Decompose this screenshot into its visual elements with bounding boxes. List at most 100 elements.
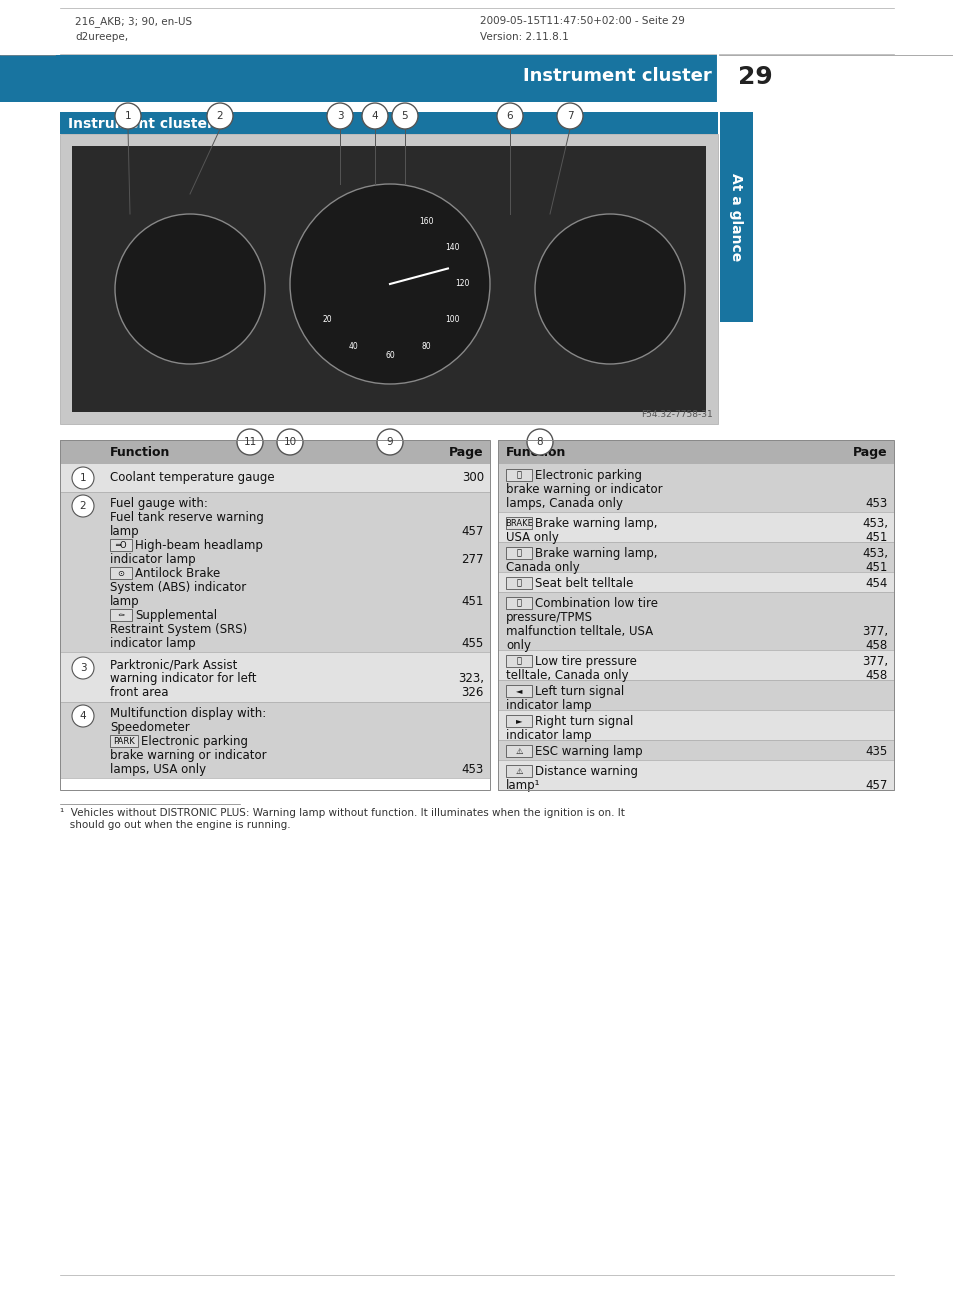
Bar <box>60 703 490 778</box>
Text: ⚠: ⚠ <box>515 747 522 756</box>
Bar <box>60 135 718 424</box>
Bar <box>60 465 490 492</box>
Text: Right turn signal: Right turn signal <box>535 716 633 729</box>
Text: brake warning or indicator: brake warning or indicator <box>110 749 266 762</box>
Text: 300: 300 <box>461 471 483 484</box>
Text: Brake warning lamp,: Brake warning lamp, <box>535 547 657 560</box>
Circle shape <box>236 430 263 455</box>
Text: Page: Page <box>449 446 483 459</box>
Text: Left turn signal: Left turn signal <box>535 685 623 697</box>
Text: indicator lamp: indicator lamp <box>505 699 591 712</box>
Text: Function: Function <box>110 446 171 459</box>
Circle shape <box>207 104 233 129</box>
Text: Coolant temperature gauge: Coolant temperature gauge <box>110 471 274 484</box>
Circle shape <box>71 705 94 727</box>
Text: 451: 451 <box>461 595 483 608</box>
Bar <box>60 652 490 703</box>
Text: 451: 451 <box>864 531 887 543</box>
Text: Fuel tank reserve warning: Fuel tank reserve warning <box>110 511 264 524</box>
Bar <box>505 597 532 609</box>
Bar <box>110 609 132 621</box>
Text: ๛: ๛ <box>516 599 521 607</box>
Text: indicator lamp: indicator lamp <box>110 553 195 565</box>
Text: Parktronic/Park Assist: Parktronic/Park Assist <box>110 659 237 672</box>
Text: 458: 458 <box>864 639 887 652</box>
Text: 2009-05-15T11:47:50+02:00 - Seite 29: 2009-05-15T11:47:50+02:00 - Seite 29 <box>479 16 684 26</box>
Text: Supplemental: Supplemental <box>135 609 217 622</box>
Text: ⚹: ⚹ <box>516 578 521 587</box>
Circle shape <box>115 214 265 364</box>
Text: 277: 277 <box>461 553 483 565</box>
Bar <box>60 440 490 465</box>
Bar <box>497 650 893 681</box>
Text: At a glance: At a glance <box>729 173 742 261</box>
Bar <box>505 577 532 589</box>
Text: 6: 6 <box>506 111 513 122</box>
Bar <box>505 745 532 757</box>
Text: front area: front area <box>110 686 169 699</box>
Circle shape <box>392 104 417 129</box>
Text: warning indicator for left: warning indicator for left <box>110 672 256 685</box>
Text: d2ureepe,: d2ureepe, <box>75 32 128 41</box>
Text: indicator lamp: indicator lamp <box>110 637 195 650</box>
Bar <box>497 440 893 791</box>
Text: Combination low tire: Combination low tire <box>535 597 658 609</box>
Text: 451: 451 <box>864 562 887 575</box>
Text: 453,: 453, <box>862 518 887 531</box>
Text: 80: 80 <box>420 342 431 351</box>
Text: only: only <box>505 639 531 652</box>
Bar <box>497 440 893 465</box>
Text: ⚰: ⚰ <box>117 611 125 620</box>
Text: lamp: lamp <box>110 595 139 608</box>
Text: 453,: 453, <box>862 547 887 560</box>
Bar <box>505 685 532 697</box>
Text: High-beam headlamp: High-beam headlamp <box>135 540 263 553</box>
Bar <box>110 540 132 551</box>
Circle shape <box>535 214 684 364</box>
Bar <box>497 512 893 542</box>
Text: Multifunction display with:: Multifunction display with: <box>110 707 266 719</box>
Text: Electronic parking: Electronic parking <box>535 468 641 481</box>
Bar <box>505 547 532 559</box>
Text: ⓘ: ⓘ <box>516 549 521 558</box>
Text: Seat belt telltale: Seat belt telltale <box>535 577 633 590</box>
Text: ๛: ๛ <box>516 656 521 665</box>
Text: brake warning or indicator: brake warning or indicator <box>505 483 662 496</box>
Text: System (ABS) indicator: System (ABS) indicator <box>110 581 246 594</box>
Text: 10: 10 <box>283 437 296 446</box>
Text: 1: 1 <box>80 474 86 483</box>
Bar <box>505 655 532 666</box>
Text: 435: 435 <box>864 745 887 758</box>
Text: malfunction telltale, USA: malfunction telltale, USA <box>505 625 653 638</box>
Text: 326: 326 <box>461 686 483 699</box>
Text: 3: 3 <box>80 663 86 673</box>
Text: Antilock Brake: Antilock Brake <box>135 567 220 580</box>
Text: Page: Page <box>853 446 887 459</box>
Text: 5: 5 <box>401 111 408 122</box>
Text: 29: 29 <box>738 65 772 89</box>
Circle shape <box>526 430 553 455</box>
Text: lamps, Canada only: lamps, Canada only <box>505 497 622 510</box>
Bar <box>0 56 953 102</box>
Text: 2: 2 <box>80 501 86 511</box>
Text: 457: 457 <box>461 525 483 538</box>
Text: 216_AKB; 3; 90, en-US: 216_AKB; 3; 90, en-US <box>75 16 192 27</box>
Text: ►: ► <box>516 717 521 726</box>
Circle shape <box>290 184 490 384</box>
Text: lamps, USA only: lamps, USA only <box>110 763 206 776</box>
Circle shape <box>115 104 141 129</box>
Text: Ⓟ: Ⓟ <box>516 471 521 480</box>
Circle shape <box>497 104 522 129</box>
Bar <box>505 716 532 727</box>
Circle shape <box>276 430 303 455</box>
Circle shape <box>557 104 582 129</box>
Bar <box>110 567 132 578</box>
Text: 8: 8 <box>537 437 543 446</box>
Bar <box>497 542 893 572</box>
Text: 4: 4 <box>372 111 378 122</box>
Text: 377,: 377, <box>861 655 887 668</box>
Text: lamp¹: lamp¹ <box>505 779 540 792</box>
Text: 377,: 377, <box>861 625 887 638</box>
Bar <box>60 440 490 791</box>
Text: 323,: 323, <box>457 672 483 685</box>
